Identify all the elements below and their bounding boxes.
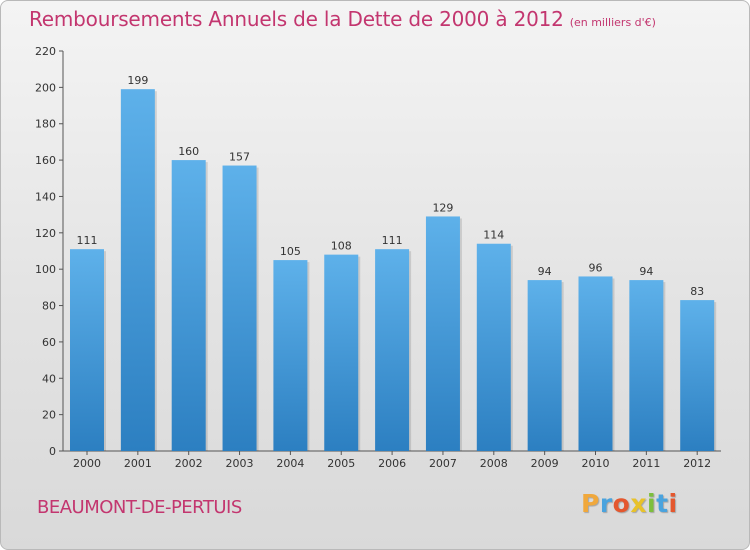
data-label: 108 [331,240,352,253]
data-label: 96 [589,261,603,274]
y-tick-label: 200 [35,81,56,94]
x-tick-label: 2009 [531,457,559,470]
logo-letter: o [612,489,631,518]
bar [70,249,104,451]
y-tick-label: 20 [42,409,56,422]
chart-title-text: Remboursements Annuels de la Dette de 20… [29,7,564,31]
logo-letter: i [647,489,657,518]
y-tick-label: 100 [35,263,56,276]
data-label: 94 [538,265,552,278]
y-tick-label: 220 [35,45,56,58]
bar [324,254,359,451]
logo-letter: x [630,489,647,518]
location-name: BEAUMONT-DE-PERTUIS [37,497,242,518]
bar [527,280,562,451]
data-label: 105 [280,245,301,258]
logo-letter: i [668,489,678,518]
data-label: 160 [178,145,199,158]
bar [273,260,308,451]
x-tick-label: 2010 [582,457,610,470]
data-label: 111 [77,234,98,247]
bar [680,300,715,451]
bar [476,243,511,451]
y-tick-label: 180 [35,118,56,131]
axes: 0 20 40 60 80 100 120 140 160 180 200 220 2000 2001 20… [35,45,721,470]
bar [425,216,460,451]
x-tick-label: 2005 [327,457,355,470]
data-label: 199 [127,74,148,87]
x-tick-label: 2006 [378,457,406,470]
x-tick-label: 2002 [175,457,203,470]
bar [171,160,206,451]
data-label: 111 [382,234,403,247]
data-label: 83 [690,285,704,298]
bars [70,89,717,451]
data-label: 94 [639,265,653,278]
x-tick-label: 2008 [480,457,508,470]
proxiti-logo[interactable]: Proxiti [581,489,678,518]
bar [375,249,410,451]
logo-letter: r [599,489,613,518]
y-tick-label: 140 [35,190,56,203]
y-tick-label: 80 [42,300,56,313]
bar [629,280,664,451]
y-tick-label: 120 [35,227,56,240]
bar [578,276,613,451]
y-tick-label: 0 [49,445,56,458]
logo-letter: P [581,489,600,518]
data-label: 157 [229,151,250,164]
x-tick-label: 2000 [73,457,101,470]
data-label: 129 [432,201,453,214]
y-tick-label: 40 [42,372,56,385]
chart-title: Remboursements Annuels de la Dette de 20… [29,7,656,31]
x-tick-label: 2004 [276,457,304,470]
y-tick-label: 60 [42,336,56,349]
logo-letter: t [656,489,669,518]
x-tick-label: 2003 [226,457,254,470]
chart-subtitle: (en milliers d'€) [569,16,656,29]
data-label: 114 [483,229,504,242]
x-tick-label: 2007 [429,457,457,470]
x-tick-label: 2011 [632,457,660,470]
x-tick-label: 2012 [683,457,711,470]
y-tick-label: 160 [35,154,56,167]
x-tick-label: 2001 [124,457,152,470]
bar [222,165,257,451]
value-labels: 111 199 160 157 105 108 111 129 114 94 96 94 83 [77,74,705,298]
bar [120,89,155,451]
